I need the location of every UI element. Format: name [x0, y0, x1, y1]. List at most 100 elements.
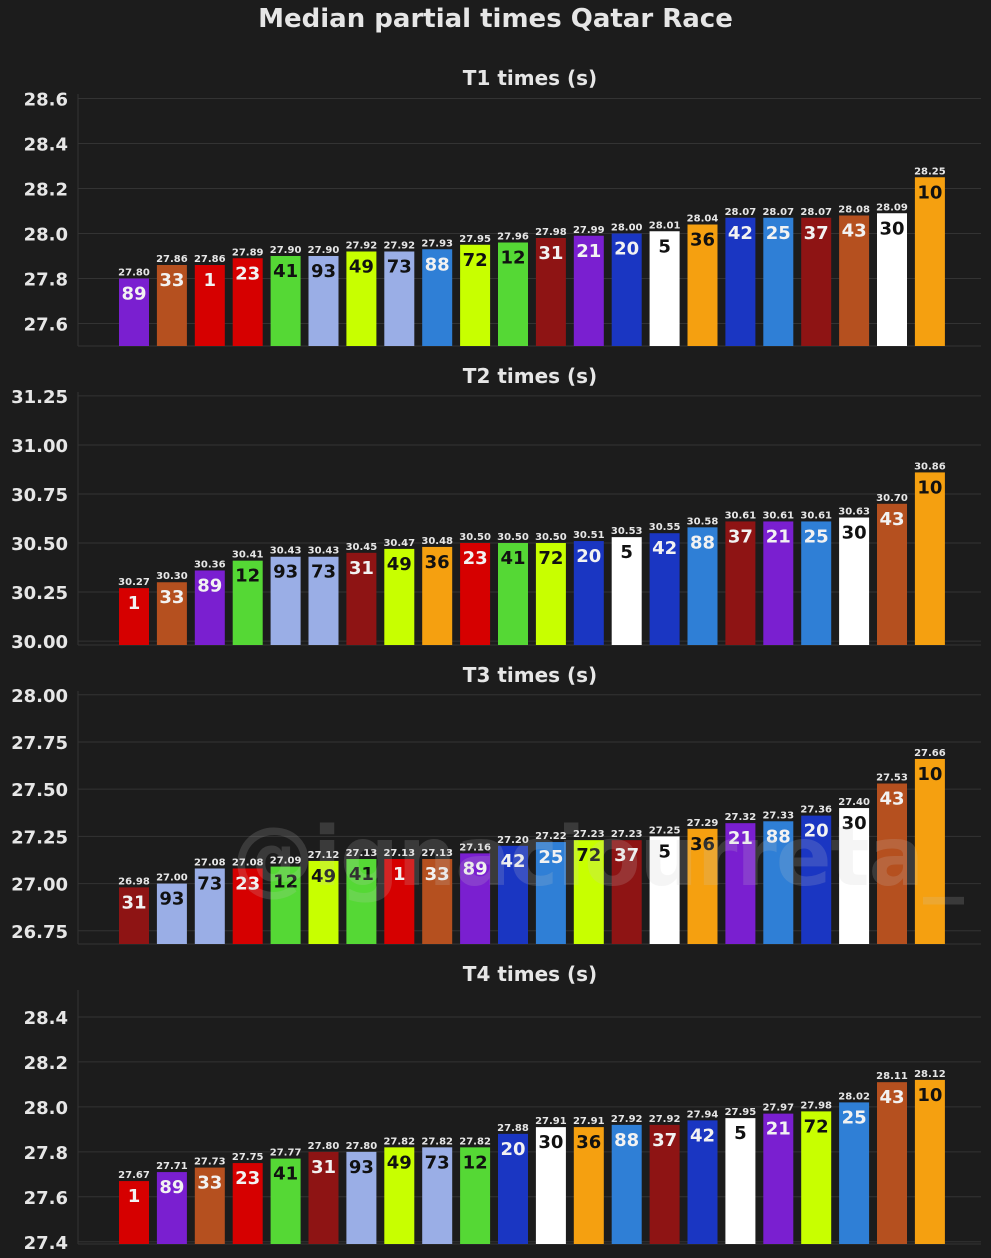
- value-label: 30.53: [611, 526, 643, 537]
- category-label: 5: [734, 1123, 747, 1144]
- bar: [346, 251, 377, 346]
- value-label: 27.12: [308, 850, 340, 861]
- bar: [422, 1147, 453, 1244]
- category-label: 37: [804, 223, 829, 244]
- bar: [611, 840, 642, 944]
- bar: [725, 1118, 756, 1244]
- category-label: 21: [728, 828, 753, 849]
- value-label: 27.92: [611, 1114, 643, 1125]
- value-label: 27.53: [876, 773, 908, 784]
- value-label: 30.30: [156, 571, 188, 582]
- value-label: 27.71: [156, 1161, 188, 1172]
- y-tick-label: 27.75: [11, 733, 68, 754]
- category-label: 25: [766, 223, 791, 244]
- value-label: 27.90: [308, 245, 340, 256]
- value-label: 28.12: [914, 1069, 946, 1080]
- value-label: 28.09: [876, 202, 908, 213]
- category-label: 33: [197, 1173, 222, 1194]
- value-label: 30.61: [762, 510, 794, 521]
- category-label: 43: [842, 221, 867, 242]
- panel-3: T3 times (s) 26.75 27.00 27.25 27.50 27.75 28.…: [11, 663, 981, 945]
- value-label: 27.33: [762, 810, 794, 821]
- bar: [573, 541, 604, 645]
- value-label: 27.73: [194, 1157, 226, 1168]
- bar: [763, 821, 794, 944]
- category-label: 10: [917, 182, 942, 203]
- value-label: 27.29: [687, 818, 719, 829]
- value-label: 28.07: [762, 207, 794, 218]
- bar: [914, 1079, 945, 1244]
- y-tick-label: 28.00: [11, 686, 68, 707]
- value-label: 27.82: [383, 1136, 415, 1147]
- bar: [914, 177, 945, 346]
- bar: [194, 265, 225, 346]
- value-label: 27.13: [421, 848, 453, 859]
- category-label: 49: [349, 257, 374, 278]
- category-label: 93: [311, 261, 336, 282]
- bar: [611, 233, 642, 346]
- bar: [763, 1113, 794, 1244]
- y-tick-label: 31.25: [11, 387, 68, 408]
- category-label: 89: [159, 1177, 184, 1198]
- bar: [725, 521, 756, 645]
- value-label: 27.91: [535, 1116, 567, 1127]
- category-label: 36: [690, 834, 715, 855]
- bar: [535, 1127, 566, 1244]
- bar: [687, 224, 718, 346]
- bar: [460, 543, 491, 645]
- category-label: 5: [620, 542, 633, 563]
- bar: [611, 537, 642, 645]
- value-label: 30.41: [232, 550, 264, 561]
- bar: [687, 1120, 718, 1244]
- value-label: 26.98: [118, 876, 150, 887]
- value-label: 27.98: [800, 1100, 832, 1111]
- category-label: 20: [804, 821, 829, 842]
- category-label: 21: [766, 526, 791, 547]
- bar: [839, 808, 870, 944]
- bar: [649, 231, 680, 346]
- y-tick-label: 27.6: [24, 315, 68, 336]
- bar: [801, 1111, 832, 1244]
- bar: [346, 859, 377, 944]
- category-label: 25: [842, 1107, 867, 1128]
- bar: [839, 215, 870, 346]
- value-label: 30.50: [459, 532, 491, 543]
- bar: [308, 860, 339, 944]
- y-tick-label: 27.8: [24, 1143, 68, 1164]
- category-label: 20: [614, 239, 639, 260]
- category-label: 37: [614, 845, 639, 866]
- bar: [460, 244, 491, 346]
- category-label: 42: [728, 223, 753, 244]
- category-label: 42: [652, 538, 677, 559]
- bar: [460, 1147, 491, 1244]
- y-tick-label: 28.0: [24, 1098, 68, 1119]
- category-label: 88: [614, 1130, 639, 1151]
- category-label: 72: [463, 250, 488, 271]
- bar: [725, 823, 756, 944]
- value-label: 27.86: [156, 254, 188, 265]
- bar: [232, 560, 263, 645]
- category-label: 20: [576, 546, 601, 567]
- value-label: 27.08: [232, 857, 264, 868]
- y-tick-label: 26.75: [11, 922, 68, 943]
- y-tick-label: 28.2: [24, 180, 68, 201]
- category-label: 23: [235, 1168, 260, 1189]
- panel-2: T2 times (s) 30.00 30.25 30.50 30.75 31.00 31.…: [11, 364, 981, 653]
- bar: [687, 828, 718, 944]
- value-label: 27.66: [914, 748, 946, 759]
- category-label: 37: [652, 1130, 677, 1151]
- bar: [346, 1151, 377, 1244]
- bar: [877, 783, 907, 944]
- value-label: 30.43: [308, 546, 340, 557]
- value-label: 27.08: [194, 857, 226, 868]
- value-label: 30.51: [573, 530, 605, 541]
- category-label: 41: [349, 864, 374, 885]
- category-label: 88: [425, 254, 450, 275]
- category-label: 12: [273, 872, 298, 893]
- bar: [270, 556, 301, 645]
- category-label: 30: [538, 1132, 563, 1153]
- bar: [877, 503, 907, 645]
- y-tick-label: 30.00: [11, 632, 68, 653]
- category-label: 41: [500, 548, 525, 569]
- bar: [498, 242, 528, 346]
